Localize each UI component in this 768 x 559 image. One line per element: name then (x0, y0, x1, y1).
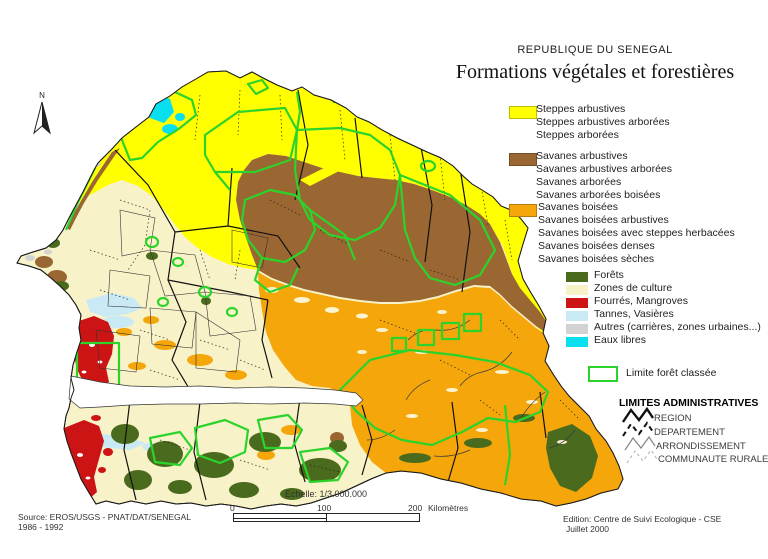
region-boundaries (114, 89, 547, 501)
legend-label: Savanes boisées arbustives (538, 214, 669, 226)
cultures-swatch (566, 285, 588, 295)
autres-swatch (566, 324, 588, 334)
tannes-swatch (566, 311, 588, 321)
steppes-swatch (509, 106, 537, 119)
admin-label-departement: DEPARTEMENT (654, 427, 725, 438)
source-line2: 1986 - 1992 (18, 522, 64, 532)
country-outline-top (16, 70, 624, 510)
legend-label: Forêts (594, 269, 624, 281)
source-line1: Source: EROS/USGS - PNAT/DAT/SENEGAL (18, 512, 192, 522)
gambia-corridor (68, 375, 364, 409)
region-savanes-boisees (258, 272, 623, 506)
svg-text:N: N (39, 91, 45, 100)
scale-tick: 0 (230, 503, 235, 513)
legend-label: Savanes arbustives (536, 150, 628, 162)
legend-label: Steppes arbustives (536, 103, 626, 115)
forets-swatch (566, 272, 588, 282)
scale-label: Echelle: 1/3.000.000 (284, 489, 368, 499)
legend-label: Savanes boisées sèches (538, 253, 655, 265)
legend-label: Zones de culture (594, 282, 673, 294)
scale-tick: 200 (408, 503, 423, 513)
region-line-icon (622, 406, 654, 423)
speckles (265, 287, 567, 444)
arrondissement-line-icon (624, 435, 656, 451)
legend-label: Savanes arbustives arborées (536, 163, 672, 175)
legend-label: Savanes arborées boisées (536, 189, 661, 201)
legend-label: Tannes, Vasières (594, 308, 674, 320)
dotted-boundaries (89, 89, 581, 473)
edition-line2: Juillet 2000 (566, 524, 610, 534)
country-label: REPUBLIQUE DU SENEGAL (517, 44, 673, 56)
admin-limits-title: LIMITES ADMINISTRATIVES (619, 397, 759, 409)
region-steppes (76, 71, 546, 333)
streams (366, 319, 576, 457)
scale-tick: 100 (317, 503, 332, 513)
edition-line1: Edition: Centre de Suivi Ecologique - CS… (563, 514, 722, 524)
eaux-swatch (566, 337, 588, 347)
legend-label: Steppes arbustives arborées (536, 116, 670, 128)
legend-label: Savanes boisées (538, 201, 618, 213)
scale-bar (233, 513, 420, 522)
steppes-streak (300, 160, 345, 186)
foret-classee-label: Limite forêt classée (626, 367, 717, 379)
mangrove-speckles (77, 343, 103, 480)
scale-unit: Kilomètres (428, 503, 469, 513)
legend-label: Autres (carrières, zones urbaines...) (594, 321, 761, 333)
fourres-swatch (566, 298, 588, 308)
admin-label-arrondissement: ARRONDISSEMENT (656, 441, 746, 452)
communaute-rurale-line-icon (626, 449, 658, 464)
legend-label: Eaux libres (594, 334, 646, 346)
region-savanes-arbustives (236, 154, 548, 332)
north-arrow-icon: N (33, 91, 51, 135)
edition-note: Edition: Centre de Suivi Ecologique - CS… (563, 514, 721, 534)
admin-label-region: REGION (654, 413, 692, 424)
savanes-arbustives-swatch (509, 153, 537, 166)
foret-classee-swatch (588, 366, 618, 382)
savanes-boisees-swatch (509, 204, 537, 217)
departement-line-icon (622, 421, 654, 437)
admin-label-communaute-rurale: COMMUNAUTE RURALE (658, 454, 768, 465)
legend-label: Steppes arborées (536, 129, 619, 141)
legend-label: Savanes boisées avec steppes herbacées (538, 227, 735, 239)
brown-coastal-strip (66, 148, 120, 230)
legend-label: Savanes arborées (536, 176, 622, 188)
orange-patches (116, 298, 319, 460)
source-note: Source: EROS/USGS - PNAT/DAT/SENEGAL 198… (18, 512, 191, 532)
page-title: Formations végétales et forestières (455, 61, 735, 83)
legend-label: Fourrés, Mangroves (594, 295, 688, 307)
legend-label: Savanes boisées denses (538, 240, 655, 252)
dept-boundaries (95, 209, 269, 373)
